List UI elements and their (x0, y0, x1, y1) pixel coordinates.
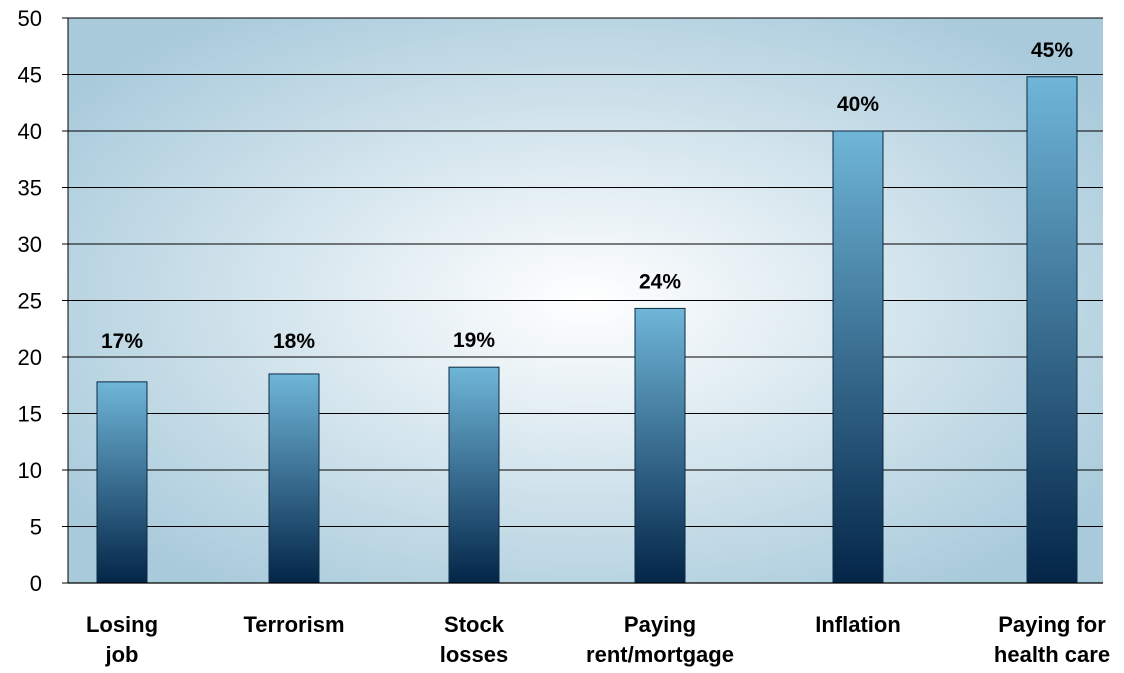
bar (96, 381, 148, 584)
y-tick-label: 50 (18, 6, 42, 31)
x-category-label-line: rent/mortgage (586, 642, 734, 667)
bar (268, 373, 320, 584)
y-tick-label: 5 (30, 515, 42, 540)
x-category-label: Terrorism (209, 610, 379, 640)
y-tick-label: 40 (18, 119, 42, 144)
x-category-label: Losing job (37, 610, 207, 670)
bar-data-label: 17% (101, 330, 143, 353)
y-tick-label: 0 (30, 571, 42, 596)
bar (448, 366, 500, 584)
y-tick-label: 30 (18, 232, 42, 257)
bar (832, 130, 884, 584)
x-category-label: Paying rent/mortgage (575, 610, 745, 670)
bar-data-label: 45% (1031, 39, 1073, 62)
x-category-label: Paying for health care (967, 610, 1124, 670)
y-tick-label: 15 (18, 402, 42, 427)
x-category-label-line: Paying (623, 612, 697, 637)
bar (1026, 76, 1078, 584)
y-tick-label: 10 (18, 458, 42, 483)
bar-data-label: 18% (273, 330, 315, 353)
bar-data-label: 19% (453, 329, 495, 352)
x-category-label-line: Stock (444, 612, 504, 637)
x-category-label-line: health care (993, 642, 1111, 667)
bar (634, 307, 686, 584)
x-category-label-line: Losing (85, 612, 159, 637)
x-category-label-line: losses (439, 642, 509, 667)
y-tick-label: 20 (18, 345, 42, 370)
y-tick-label: 25 (18, 289, 42, 314)
y-tick-label: 45 (18, 63, 42, 88)
x-category-label: Inflation (773, 610, 943, 640)
x-category-label-line: Paying for (998, 612, 1106, 637)
bar-data-label: 24% (639, 270, 681, 293)
x-category-label-line: Inflation (815, 612, 901, 637)
y-tick-label: 35 (18, 176, 42, 201)
bar-data-label: 40% (837, 93, 879, 116)
x-category-label-line: job (105, 642, 139, 667)
x-category-label-line: Terrorism (243, 612, 345, 637)
x-category-label: Stock losses (389, 610, 559, 670)
